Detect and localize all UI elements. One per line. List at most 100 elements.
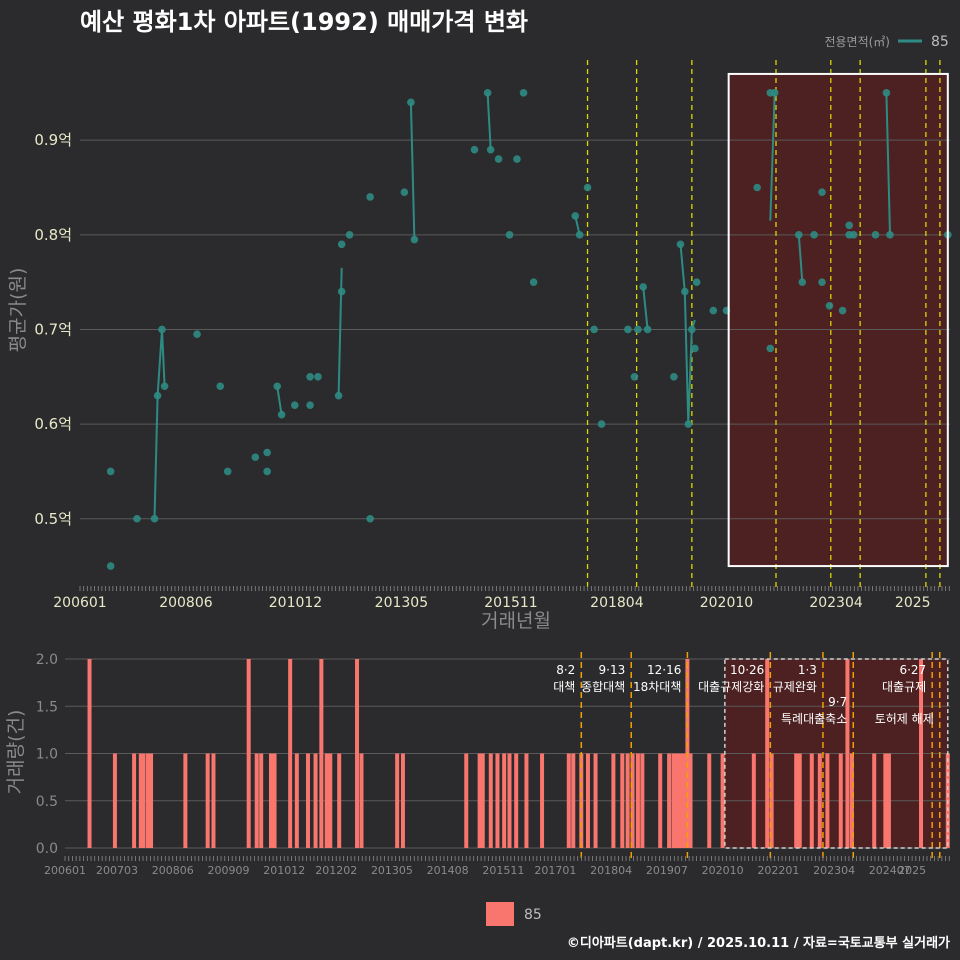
price-x-tick-label: 201012: [269, 595, 322, 611]
volume-bar: [797, 753, 802, 848]
volume-bar: [838, 753, 843, 848]
price-y-tick-label: 0.5억: [34, 510, 72, 528]
price-data-point: [337, 287, 346, 296]
price-line-segment: [409, 102, 416, 240]
volume-bar: [313, 753, 318, 848]
volume-x-tick-labels: 200601 200703 200806 200909 201012 201202 2013…: [44, 864, 926, 877]
volume-bar: [671, 753, 676, 848]
price-data-point: [133, 514, 141, 523]
volume-bar: [149, 753, 154, 848]
price-data-point: [838, 306, 847, 315]
volume-bar: [337, 753, 342, 848]
volume-bar: [288, 659, 293, 848]
price-gridlines: [80, 139, 950, 520]
policy-labels: 8·2 대책 9·13 종합대책 12·16 18차대책 10·26 대출규제강화 1·3 규제완…: [553, 663, 934, 726]
policy-name-label: 특례대출축소: [781, 712, 847, 726]
price-data-point: [106, 467, 115, 476]
volume-x-tick-label: 201701: [534, 864, 576, 877]
price-data-point: [106, 562, 115, 570]
volume-x-tick-label: 201907: [646, 864, 688, 877]
volume-bar: [319, 659, 324, 848]
price-x-tick-label: 2025: [895, 595, 931, 611]
price-data-point: [160, 382, 169, 391]
price-line-segment: [153, 329, 166, 519]
volume-x-minor-ticks: [64, 856, 950, 861]
volume-x-tick-label: 200909: [207, 864, 249, 877]
volume-bar: [145, 753, 150, 848]
price-data-point: [624, 325, 632, 334]
volume-bar: [585, 753, 590, 848]
price-data-point: [583, 183, 592, 192]
price-data-point: [681, 287, 689, 296]
volume-bar: [579, 753, 584, 848]
price-data-point: [366, 193, 374, 201]
volume-bar: [294, 753, 299, 848]
volume-bar: [272, 753, 277, 848]
chart-title: 예산 평화1차 아파트(1992) 매매가격 변화: [80, 8, 528, 36]
volume-y-tick-label: 0.5: [36, 794, 58, 810]
price-y-tick-label: 0.7억: [34, 320, 72, 338]
volume-bar: [205, 753, 210, 848]
volume-bar: [359, 753, 364, 848]
price-data-point: [193, 330, 201, 338]
volume-bar: [211, 753, 216, 848]
policy-date-label: 9·13: [599, 663, 626, 677]
policy-name-label: 18차대책: [633, 679, 681, 694]
price-y-tick-label: 0.6억: [34, 415, 72, 433]
volume-bar: [540, 753, 545, 848]
legend-title: 전용면적(㎡): [824, 35, 890, 49]
volume-bar: [355, 659, 360, 848]
volume-x-tick-label: 201408: [427, 864, 469, 877]
volume-bar: [328, 753, 333, 848]
volume-bar: [640, 753, 645, 848]
price-line-segment: [642, 286, 649, 330]
volume-bar: [625, 753, 630, 848]
price-data-point: [871, 231, 880, 239]
price-data-point: [597, 420, 606, 428]
price-data-point: [153, 391, 162, 400]
policy-name-label: 대출규제강화: [698, 680, 764, 694]
volume-bar: [688, 753, 693, 848]
price-data-point: [798, 278, 807, 286]
volume-bar: [765, 659, 770, 848]
price-data-point: [486, 145, 495, 154]
volume-y-tick-label: 1.5: [36, 699, 58, 715]
policy-date-label: 10·26: [730, 663, 764, 677]
volume-bar: [141, 753, 146, 848]
price-data-point: [886, 231, 894, 239]
price-x-minor-ticks: [79, 586, 950, 591]
volume-bar: [400, 753, 405, 848]
volume-bar: [324, 753, 329, 848]
volume-x-tick-label: 202201: [757, 864, 799, 877]
volume-legend-label: 85: [524, 907, 542, 923]
policy-date-label: 12·16: [647, 663, 681, 677]
price-data-point: [684, 420, 693, 428]
price-data-point: [849, 231, 858, 239]
policy-date-label: 1·3: [798, 663, 817, 677]
volume-bar: [502, 753, 507, 848]
volume-y-axis-title: 거래량(건): [5, 710, 27, 795]
policy-date-label: 8·2: [556, 663, 575, 677]
volume-x-tick-label: 2025: [898, 864, 926, 877]
price-data-point: [290, 401, 299, 409]
volume-x-tick-label: 201012: [263, 864, 305, 877]
price-data-point: [630, 372, 639, 381]
policy-name-label: 대출규제: [882, 680, 926, 694]
price-data-point: [263, 448, 271, 457]
volume-legend-swatch: [486, 902, 514, 926]
volume-bar: [919, 659, 924, 848]
price-data-point: [709, 306, 718, 315]
volume-bar: [524, 753, 529, 848]
price-data-point: [818, 188, 826, 197]
price-data-point: [688, 325, 696, 334]
price-data-point: [407, 98, 415, 107]
price-data-point: [676, 240, 685, 249]
volume-bar: [593, 753, 598, 848]
price-data-point: [273, 382, 282, 391]
volume-bar: [138, 753, 143, 848]
price-data-point: [216, 382, 225, 391]
volume-y-tick-label: 0.0: [36, 841, 58, 857]
price-data-point: [334, 391, 343, 400]
price-data-point: [314, 372, 322, 381]
